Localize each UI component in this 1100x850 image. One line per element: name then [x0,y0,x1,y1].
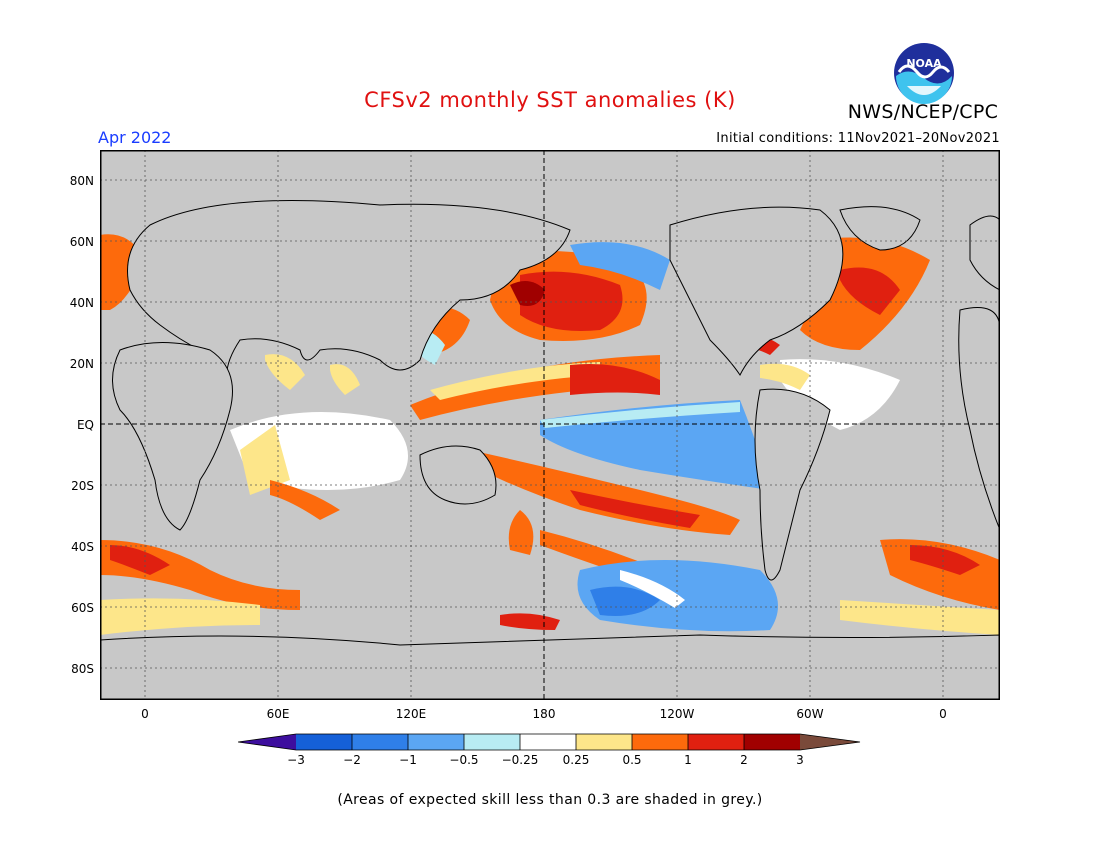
colorbar-segment [408,734,464,750]
anomaly-southern-ocean-hot-west [110,545,170,575]
colorbar-segment [238,734,296,750]
australia [419,445,497,505]
anomaly-indian-ocean-warm [270,480,340,520]
south-america [754,388,831,581]
continents [100,200,1000,700]
anomaly-tropical-atlantic-weak-warm [760,363,810,390]
anomaly-indian-ocean-weak-warm [240,425,290,495]
africa [112,342,233,531]
initial-conditions: Initial conditions: 11Nov2021–20Nov2021 [716,131,1000,146]
reference-lines [100,150,1000,700]
colorbar-label: 1 [684,753,692,767]
colorbar-label: 0.5 [622,753,642,767]
anomaly-north-pacific-very-hot [510,281,545,306]
anomaly-southern-ocean-weak-warm-east [840,600,1000,635]
lat-label: 40S [71,540,94,554]
lat-label: 60N [69,235,94,249]
antarctica [100,634,1000,700]
europe-east-edge [969,215,1000,291]
colorbar-label: −3 [287,753,305,767]
colorbar-segment [352,734,408,750]
agency-label: NWS/NCEP/CPC [847,101,999,123]
africa-east-edge [958,307,1000,531]
anomaly-south-pacific-hot [570,490,700,528]
colorbar-segment [296,734,352,750]
lat-label: 20S [71,479,94,493]
anomaly-bay-of-bengal-weak-warm [330,364,360,395]
colorbar-label: −0.5 [449,753,479,767]
anomaly-equatorial-pacific-weak-cool [540,402,740,428]
colorbar-segment [688,734,744,750]
lon-label: 120W [659,707,695,721]
logo-text: NOAA [906,57,942,70]
colorbar-label: 2 [740,753,748,767]
lat-label: 80S [71,662,94,676]
colorbar-segment [800,734,860,750]
anomaly-southeast-pacific-neutral [620,570,685,608]
colorbar-label: 0.25 [562,753,590,767]
north-america [669,206,844,376]
anomaly-northeast-pacific-cool [570,242,670,290]
forecast-month: Apr 2022 [98,128,172,147]
anomaly-southern-ocean-hot-east [910,545,980,575]
anomaly-southern-ocean-weak-warm-west [100,598,260,635]
lon-label: 60E [266,707,290,721]
lat-label: 80N [69,174,94,188]
skill-footnote: (Areas of expected skill less than 0.3 a… [337,792,763,808]
anomaly-subtropical-pacific-hot [570,364,660,395]
lon-label: 180 [532,707,556,721]
lon-label: 120E [395,707,427,721]
lat-label: 40N [69,296,94,310]
sst-anomaly-map [100,150,1000,700]
colorbar-segment [520,734,576,750]
anomaly-north-atlantic-hot [840,267,900,315]
anomaly-tasman-sea-warm [508,510,534,555]
greenland [839,206,921,251]
lon-label: 0 [141,707,149,721]
lat-label: 20N [69,357,94,371]
colorbar-label: 3 [796,753,804,767]
colorbar-label: −2 [343,753,361,767]
anomaly-north-pacific-hot [520,271,623,331]
lat-label: EQ [76,418,94,432]
colorbar-label: −0.25 [501,753,539,767]
lon-label: 60W [796,707,824,721]
colorbar-segment [744,734,800,750]
anomaly-southeast-pacific-colder [590,586,660,616]
graticule [100,150,1000,700]
colorbar-segment [632,734,688,750]
colorbar-label: −1 [399,753,417,767]
anomaly-ross-sea-hot [500,613,560,630]
colorbar [238,733,861,751]
colorbar-segment [576,734,632,750]
chart-title: CFSv2 monthly SST anomalies (K) [364,88,736,112]
eurasia [127,200,571,391]
noaa-logo: NOAA [894,43,954,104]
anomaly-west-pacific-weak-warm [430,362,600,400]
colorbar-segment [464,734,520,750]
map-frame [100,150,1000,700]
lon-label: 0 [939,707,947,721]
lat-label: 60S [71,601,94,615]
